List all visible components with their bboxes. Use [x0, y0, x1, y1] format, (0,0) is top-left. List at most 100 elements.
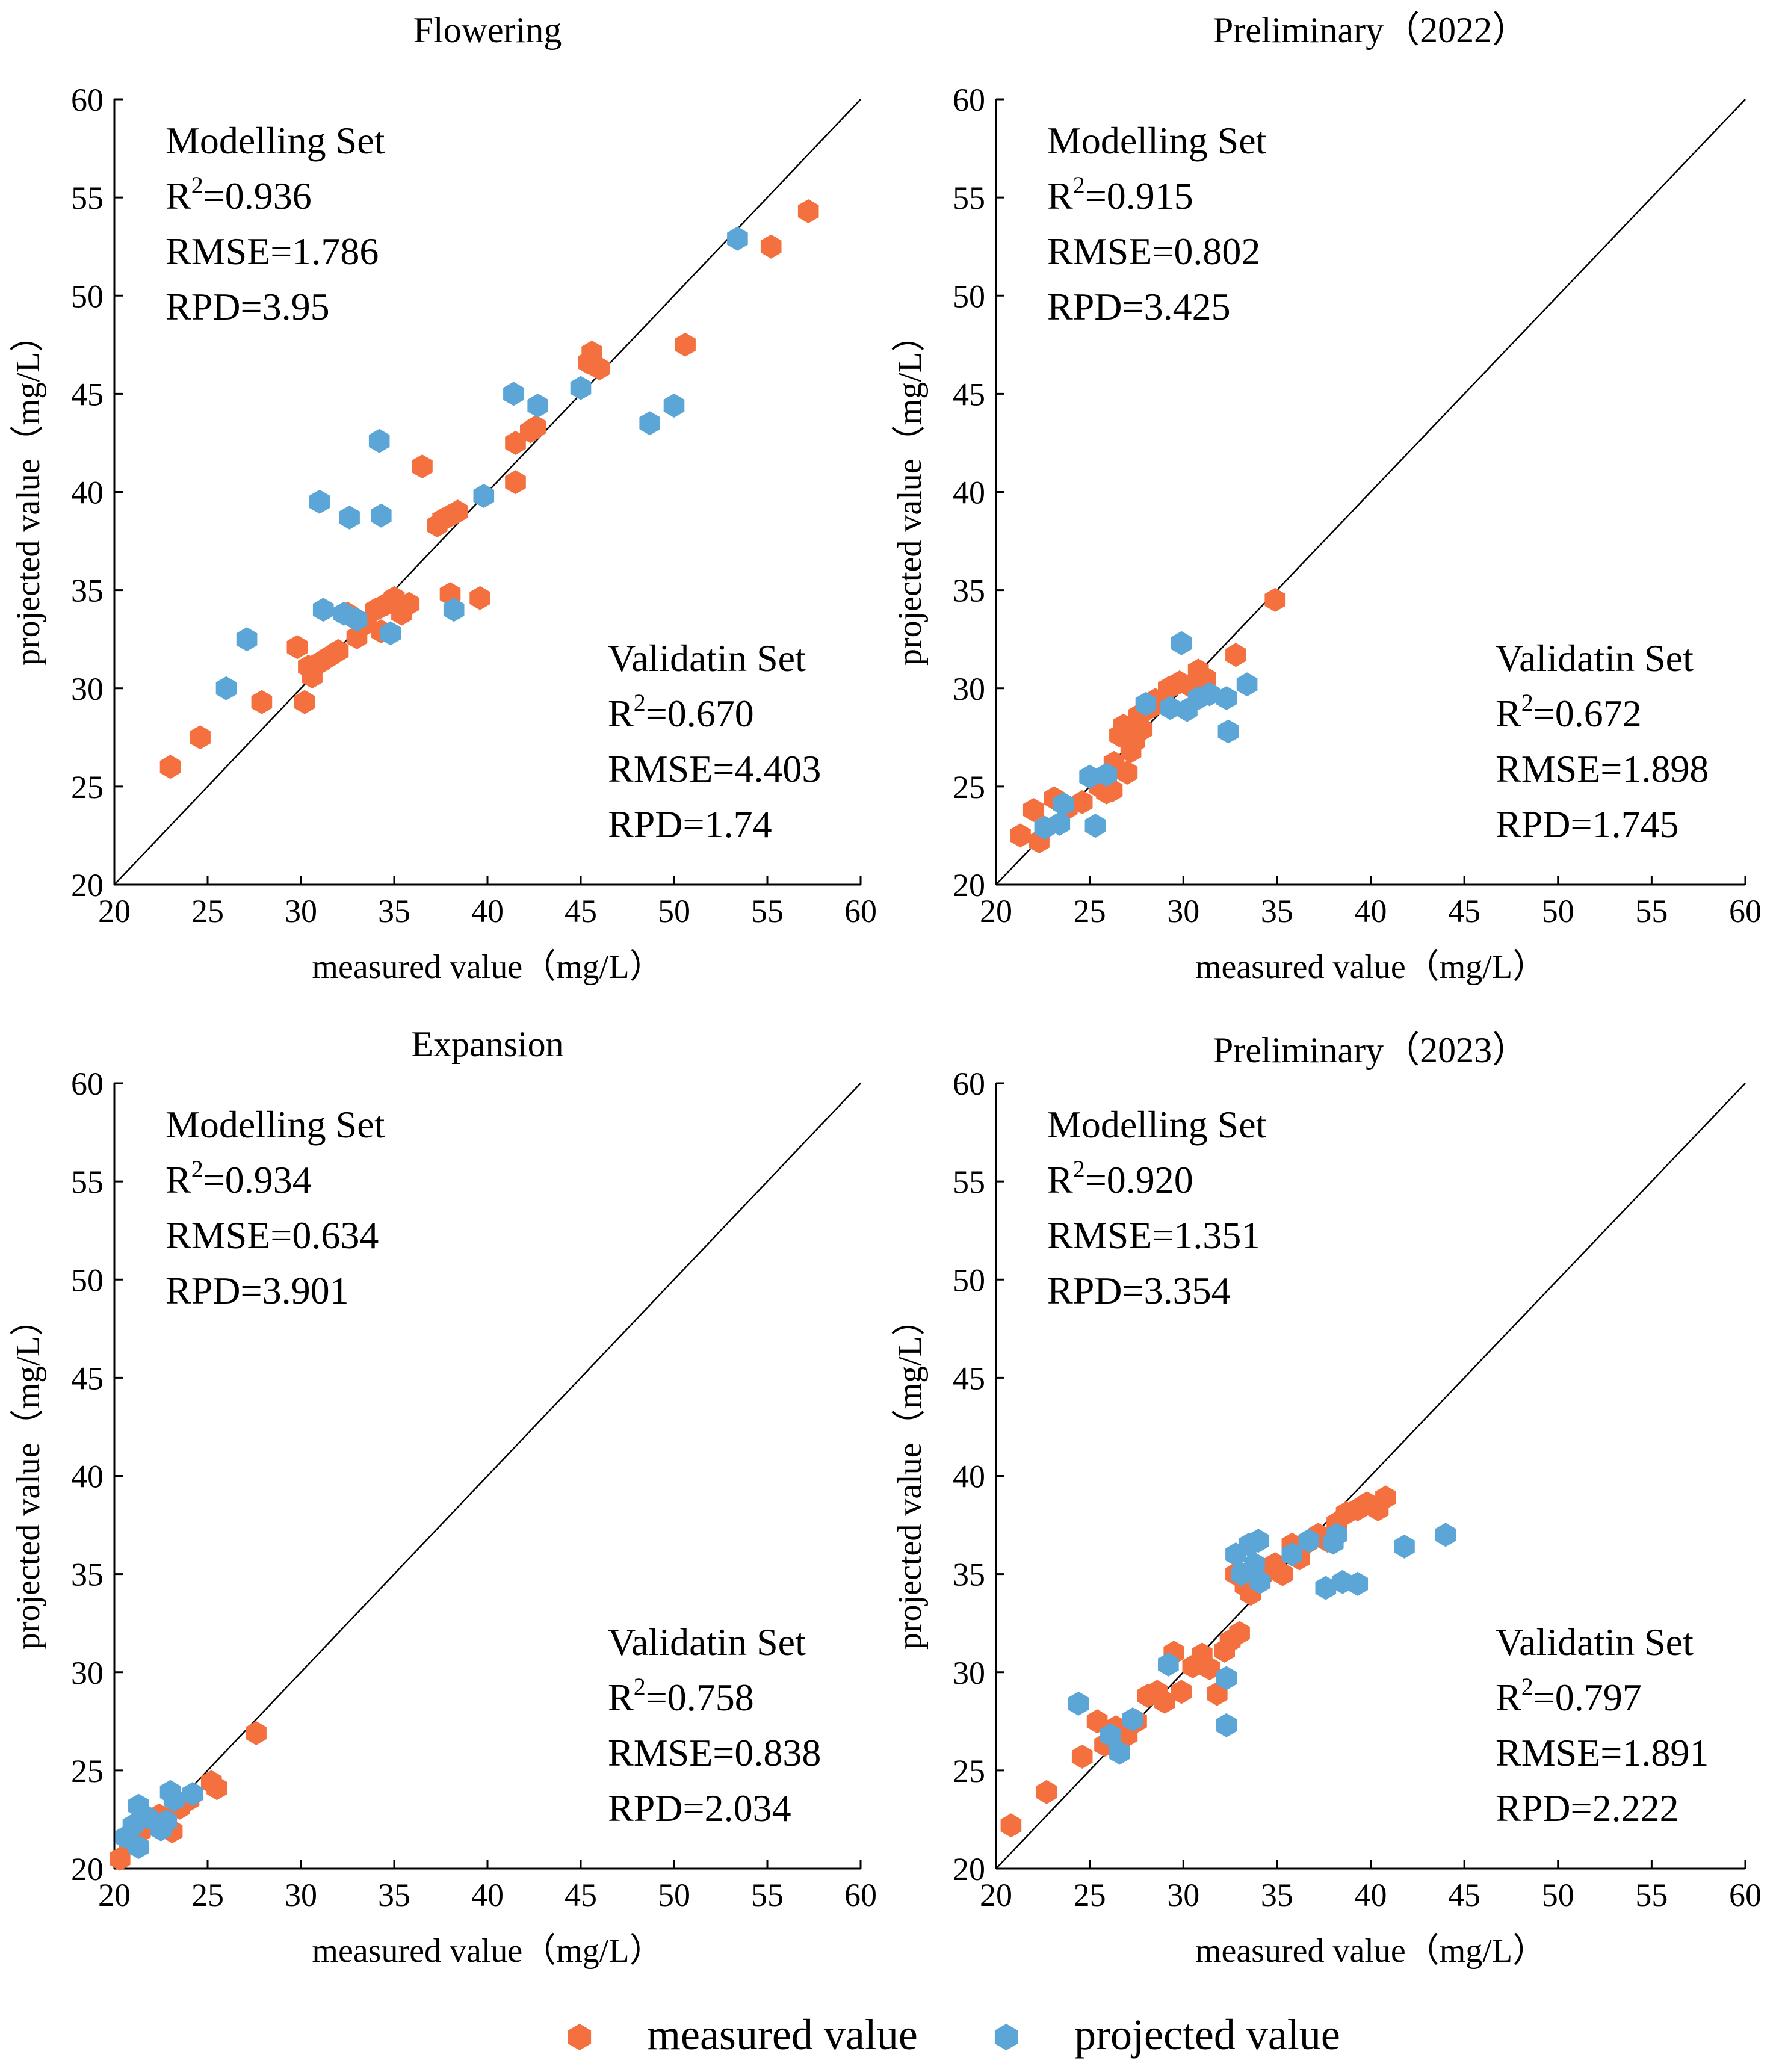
validation-stats-rmse: RMSE=1.891	[1496, 1731, 1709, 1774]
y-tick-label: 35	[71, 573, 104, 609]
series-projected	[1068, 1523, 1456, 1765]
projected-point	[443, 598, 465, 622]
validation-stats: Validatin Set R2=0.758 RMSE=0.838 RPD=2.034	[608, 1621, 821, 1829]
projected-point	[727, 226, 748, 251]
y-tick-label: 20	[71, 867, 104, 903]
measured-point	[1272, 1562, 1293, 1586]
measured-point	[447, 499, 468, 524]
projected-point	[570, 376, 592, 400]
y-tick-label: 40	[953, 1459, 985, 1495]
measured-point	[1000, 1813, 1022, 1838]
validation-stats-rmse: RMSE=0.838	[608, 1731, 821, 1774]
x-tick-label: 35	[378, 893, 410, 929]
y-tick-label: 45	[71, 1360, 104, 1396]
measured-point	[190, 725, 211, 750]
validation-stats-rpd: RPD=1.745	[1496, 803, 1679, 846]
hexagon-icon	[568, 2024, 592, 2050]
projected-point	[639, 411, 660, 436]
y-tick-label: 30	[71, 1655, 104, 1691]
x-tick-label: 35	[378, 1877, 410, 1913]
y-tick-label: 60	[953, 1066, 985, 1102]
measured-point	[327, 639, 349, 663]
x-tick-label: 20	[98, 893, 131, 929]
projected-point	[473, 484, 495, 508]
validation-stats-r2: R2=0.672	[1496, 689, 1642, 735]
measured-point	[1225, 643, 1246, 667]
y-axis-label: projected value（mg/L）	[10, 1302, 47, 1650]
x-tick-label: 45	[565, 893, 597, 929]
hexagon-icon	[994, 2024, 1018, 2050]
validation-stats-rpd: RPD=2.222	[1496, 1787, 1679, 1829]
modelling-stats-r2: R2=0.934	[166, 1155, 312, 1201]
y-tick-label: 25	[953, 1753, 985, 1789]
modelling-stats-title: Modelling Set	[166, 1103, 385, 1146]
projected-point	[1096, 762, 1117, 787]
validation-stats: Validatin Set R2=0.670 RMSE=4.403 RPD=1.74	[608, 637, 821, 846]
projected-point	[309, 489, 330, 514]
projected-point	[1079, 764, 1100, 789]
x-tick-label: 25	[191, 893, 224, 929]
x-tick-label: 50	[658, 893, 690, 929]
measured-point	[1154, 1689, 1175, 1714]
y-tick-label: 25	[71, 769, 104, 805]
projected-point	[1217, 719, 1239, 744]
x-axis-label: measured value（mg/L）	[1195, 948, 1546, 986]
validation-stats-title: Validatin Set	[1496, 1621, 1694, 1663]
measured-point	[398, 592, 420, 616]
series-projected	[215, 226, 748, 700]
measured-point	[675, 332, 696, 357]
projected-point	[163, 1787, 185, 1812]
projected-point	[1158, 1652, 1179, 1677]
modelling-stats-rmse: RMSE=0.634	[166, 1214, 379, 1257]
legend-label-measured: measured value	[647, 2011, 918, 2059]
measured-point	[589, 356, 610, 380]
chart-title: Flowering	[413, 10, 562, 50]
validation-stats-r2: R2=0.670	[608, 689, 754, 735]
x-tick-label: 30	[1167, 893, 1199, 929]
measured-point	[286, 635, 308, 660]
x-tick-label: 55	[1635, 893, 1668, 929]
projected-point	[1216, 686, 1237, 711]
projected-point	[1160, 696, 1181, 720]
x-axis-label: measured value（mg/L）	[312, 948, 663, 986]
x-tick-label: 50	[1542, 893, 1574, 929]
legend-item-projected: projected value	[994, 2011, 1340, 2059]
y-tick-label: 35	[953, 1557, 985, 1593]
modelling-stats-rmse: RMSE=0.802	[1047, 230, 1260, 273]
y-tick-label: 40	[953, 475, 985, 511]
y-tick-label: 20	[953, 867, 985, 903]
modelling-stats-title: Modelling Set	[1047, 119, 1267, 162]
projected-point	[1216, 1713, 1237, 1737]
x-axis-label: measured value（mg/L）	[312, 1932, 663, 1970]
projected-point	[1068, 1691, 1089, 1716]
projected-point	[1281, 1542, 1303, 1566]
y-tick-label: 20	[953, 1851, 985, 1887]
x-tick-label: 40	[1355, 893, 1387, 929]
chart-title: Expansion	[411, 1024, 563, 1064]
chart-title: Preliminary（2023）	[1213, 1030, 1528, 1070]
legend-item-measured: measured value	[568, 2011, 918, 2059]
x-tick-label: 25	[1074, 893, 1106, 929]
projected-point	[312, 598, 334, 622]
y-tick-label: 50	[953, 278, 985, 314]
measured-point	[1071, 1745, 1093, 1769]
validation-stats-rmse: RMSE=4.403	[608, 747, 821, 790]
x-tick-label: 35	[1261, 1877, 1293, 1913]
x-tick-label: 25	[1074, 1877, 1106, 1913]
x-tick-label: 30	[285, 893, 317, 929]
projected-point	[215, 676, 237, 700]
y-tick-label: 25	[953, 769, 985, 805]
modelling-stats-rpd: RPD=3.95	[166, 285, 330, 328]
projected-point	[527, 394, 548, 418]
y-tick-label: 20	[71, 1851, 104, 1887]
x-tick-label: 60	[844, 1877, 877, 1913]
validation-stats-rpd: RPD=2.034	[608, 1787, 791, 1829]
validation-stats-r2: R2=0.758	[608, 1673, 754, 1719]
legend: measured value projected value	[568, 2011, 1340, 2059]
modelling-stats-rpd: RPD=3.901	[166, 1269, 349, 1312]
modelling-stats-title: Modelling Set	[166, 119, 385, 162]
x-tick-label: 45	[1448, 1877, 1480, 1913]
measured-point	[159, 755, 181, 779]
measured-point	[1207, 1681, 1228, 1706]
x-tick-label: 20	[980, 893, 1012, 929]
